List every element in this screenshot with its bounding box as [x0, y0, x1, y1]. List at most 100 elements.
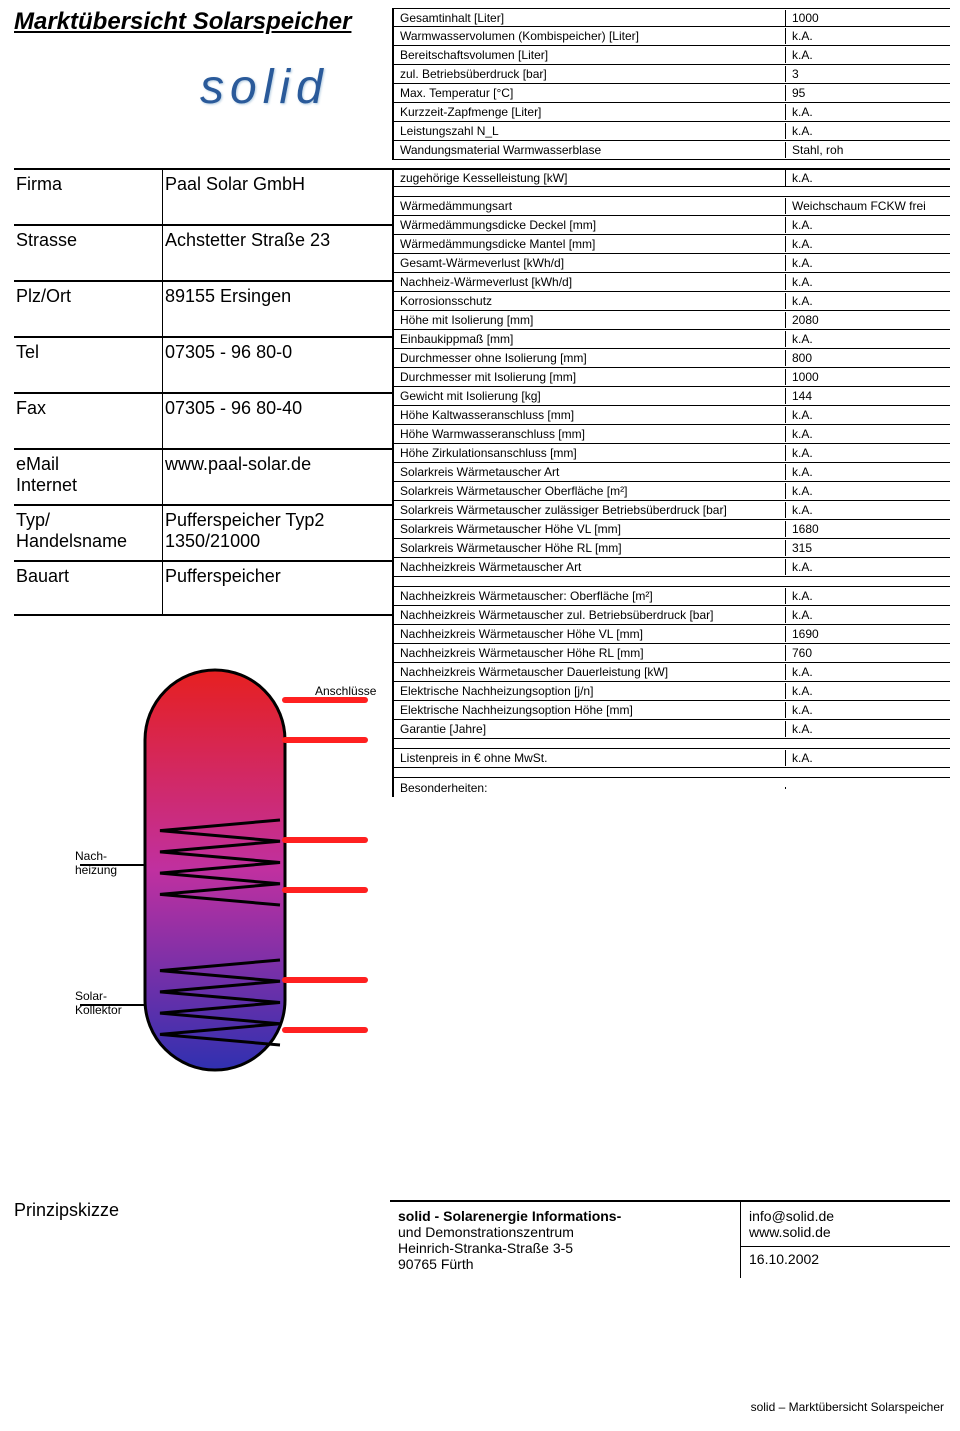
spec-row: Höhe Kaltwasseranschluss [mm]k.A. [394, 406, 950, 425]
spec-label: Garantie [Jahre] [394, 721, 785, 737]
spec-row: Elektrische Nachheizungsoption [j/n]k.A. [394, 682, 950, 701]
spec-row: Gesamt-Wärmeverlust [kWh/d]k.A. [394, 254, 950, 273]
spec-value: k.A. [785, 559, 950, 575]
spec-row: Nachheizkreis Wärmetauscher Artk.A. [394, 558, 950, 577]
spec-label: Besonderheiten: [394, 780, 785, 796]
company-label: Tel [14, 338, 162, 392]
spec-label: Gesamt-Wärmeverlust [kWh/d] [394, 255, 785, 271]
spec-row: Nachheizkreis Wärmetauscher zul. Betrieb… [394, 606, 950, 625]
spec-value: k.A. [785, 407, 950, 423]
sketch-title: Prinzipskizze [14, 1200, 119, 1221]
spec-value: k.A. [785, 750, 950, 766]
company-value: Paal Solar GmbH [162, 170, 392, 224]
spec-spacer [394, 187, 950, 197]
spec-label: Nachheiz-Wärmeverlust [kWh/d] [394, 274, 785, 290]
company-value: 07305 - 96 80-40 [162, 394, 392, 448]
spec-label: Höhe Zirkulationsanschluss [mm] [394, 445, 785, 461]
company-row: Fax07305 - 96 80-40 [14, 392, 392, 448]
spec-row: Höhe Zirkulationsanschluss [mm]k.A. [394, 444, 950, 463]
top-spec-row: Kurzzeit-Zapfmenge [Liter]k.A. [394, 103, 950, 122]
footer-org-2: und Demonstrationszentrum [398, 1224, 574, 1240]
spec-row: WärmedämmungsartWeichschaum FCKW frei [394, 197, 950, 216]
spec-value: 315 [785, 540, 950, 556]
footer-date: 16.10.2002 [741, 1246, 950, 1267]
spec-spacer [394, 768, 950, 778]
spec-row: Wärmedämmungsdicke Mantel [mm]k.A. [394, 235, 950, 254]
spec-label: zul. Betriebsüberdruck [bar] [394, 66, 785, 82]
spec-label: zugehörige Kesselleistung [kW] [394, 170, 785, 186]
company-value: Pufferspeicher Typ2 1350/21000 [162, 506, 392, 560]
spec-value: k.A. [785, 47, 950, 63]
spec-value: 1680 [785, 521, 950, 537]
company-value: 07305 - 96 80-0 [162, 338, 392, 392]
spec-value: Stahl, roh [785, 142, 950, 158]
spec-label: Wandungsmaterial Warmwasserblase [394, 142, 785, 158]
company-value: Pufferspeicher [162, 562, 392, 614]
spec-value: 800 [785, 350, 950, 366]
company-row: Typ/HandelsnamePufferspeicher Typ2 1350/… [14, 504, 392, 560]
company-row: Plz/Ort89155 Ersingen [14, 280, 392, 336]
spec-label: Durchmesser ohne Isolierung [mm] [394, 350, 785, 366]
tank-diagram: AnschlüsseNach-heizungSolar-Kollektor [25, 640, 395, 1150]
spec-label: Nachheizkreis Wärmetauscher Art [394, 559, 785, 575]
footer-org-1: solid - Solarenergie Informations- [398, 1208, 621, 1224]
top-spec-row: Gesamtinhalt [Liter]1000 [394, 8, 950, 27]
bottom-tag: solid – Marktübersicht Solarspeicher [751, 1400, 944, 1414]
company-value: Achstetter Straße 23 [162, 226, 392, 280]
page-title: Marktübersicht Solarspeicher [14, 8, 351, 36]
spec-value: k.A. [785, 721, 950, 737]
spec-row: Nachheiz-Wärmeverlust [kWh/d]k.A. [394, 273, 950, 292]
spec-row: Solarkreis Wärmetauscher Artk.A. [394, 463, 950, 482]
spec-label: Nachheizkreis Wärmetauscher Höhe RL [mm] [394, 645, 785, 661]
spec-value: k.A. [785, 502, 950, 518]
spec-label: Höhe Kaltwasseranschluss [mm] [394, 407, 785, 423]
footer-addr-1: Heinrich-Stranka-Straße 3-5 [398, 1240, 573, 1256]
spec-value: k.A. [785, 683, 950, 699]
company-label: Plz/Ort [14, 282, 162, 336]
spec-label: Gesamtinhalt [Liter] [394, 10, 785, 26]
spec-table: zugehörige Kesselleistung [kW]k.A.Wärmed… [392, 168, 950, 797]
spec-value: 3 [785, 66, 950, 82]
spec-label: Solarkreis Wärmetauscher Höhe VL [mm] [394, 521, 785, 537]
top-spec-row: Warmwasservolumen (Kombispeicher) [Liter… [394, 27, 950, 46]
spec-label: Leistungszahl N_L [394, 123, 785, 139]
spec-row: Solarkreis Wärmetauscher Oberfläche [m²]… [394, 482, 950, 501]
spec-label: Durchmesser mit Isolierung [mm] [394, 369, 785, 385]
diagram-label: Nach- [75, 849, 107, 863]
spec-label: Einbaukippmaß [mm] [394, 331, 785, 347]
spec-value [785, 787, 950, 789]
spec-row: Listenpreis in € ohne MwSt.k.A. [394, 749, 950, 768]
top-spec-table: Gesamtinhalt [Liter]1000Warmwasservolume… [392, 8, 950, 160]
spec-label: Max. Temperatur [°C] [394, 85, 785, 101]
spec-label: Wärmedämmungsart [394, 198, 785, 214]
spec-row: Wärmedämmungsdicke Deckel [mm]k.A. [394, 216, 950, 235]
spec-label: Höhe mit Isolierung [mm] [394, 312, 785, 328]
footer-addr-2: 90765 Fürth [398, 1256, 474, 1272]
spec-value: Weichschaum FCKW frei [785, 198, 950, 214]
spec-value: k.A. [785, 702, 950, 718]
spec-value: k.A. [785, 170, 950, 186]
spec-value: k.A. [785, 445, 950, 461]
company-row: FirmaPaal Solar GmbH [14, 168, 392, 224]
company-row: StrasseAchstetter Straße 23 [14, 224, 392, 280]
spec-value: k.A. [785, 217, 950, 233]
spec-value: k.A. [785, 28, 950, 44]
spec-label: Nachheizkreis Wärmetauscher: Oberfläche … [394, 588, 785, 604]
spec-value: 95 [785, 85, 950, 101]
spec-row: Nachheizkreis Wärmetauscher Dauerleistun… [394, 663, 950, 682]
diagram-label: Solar- [75, 989, 107, 1003]
top-spec-row: Wandungsmaterial WarmwasserblaseStahl, r… [394, 141, 950, 160]
spec-value: 144 [785, 388, 950, 404]
spec-value: k.A. [785, 104, 950, 120]
spec-spacer [394, 577, 950, 587]
spec-value: 1000 [785, 369, 950, 385]
top-spec-row: Bereitschaftsvolumen [Liter]k.A. [394, 46, 950, 65]
spec-label: Nachheizkreis Wärmetauscher zul. Betrieb… [394, 607, 785, 623]
spec-label: Kurzzeit-Zapfmenge [Liter] [394, 104, 785, 120]
spec-value: 1000 [785, 10, 950, 26]
spec-row: Höhe mit Isolierung [mm]2080 [394, 311, 950, 330]
spec-row: Gewicht mit Isolierung [kg]144 [394, 387, 950, 406]
spec-row: Höhe Warmwasseranschluss [mm]k.A. [394, 425, 950, 444]
spec-row: Solarkreis Wärmetauscher Höhe VL [mm]168… [394, 520, 950, 539]
spec-value: k.A. [785, 255, 950, 271]
